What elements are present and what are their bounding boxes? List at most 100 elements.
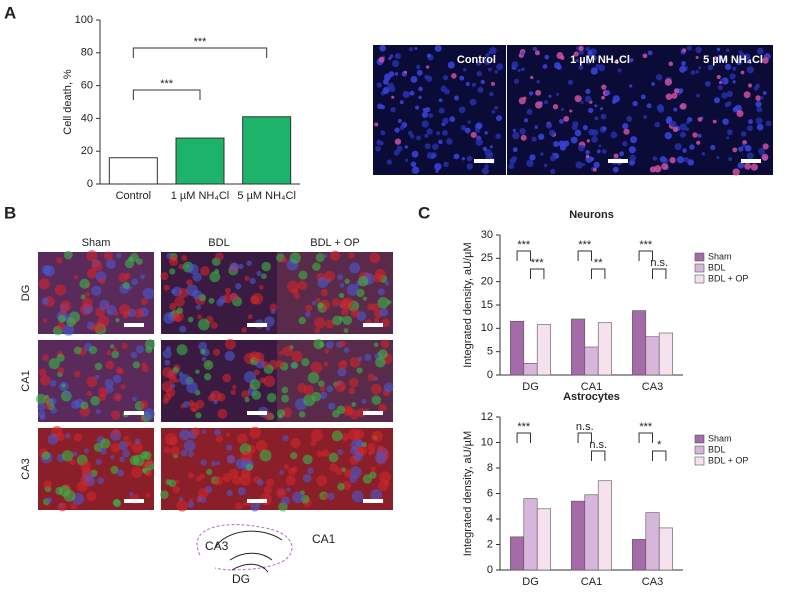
cell <box>136 258 143 265</box>
cell <box>475 138 483 146</box>
cell <box>192 289 203 300</box>
micrograph-label: 1 µM NH₄Cl <box>570 54 630 66</box>
cell <box>334 380 346 393</box>
bar <box>571 500 586 571</box>
cell <box>112 498 121 507</box>
cell <box>173 314 181 322</box>
cell <box>242 502 247 507</box>
bar <box>510 536 525 571</box>
cell <box>477 86 484 93</box>
cell <box>226 444 233 451</box>
bar <box>510 321 525 376</box>
cell <box>424 143 431 150</box>
cell <box>655 73 663 81</box>
cell <box>416 135 421 141</box>
bar <box>584 494 599 571</box>
cell <box>39 414 46 421</box>
significance-label: n.s. <box>589 439 607 451</box>
cell <box>399 100 404 105</box>
cell <box>529 154 536 161</box>
cell <box>361 399 367 404</box>
cell <box>129 491 134 496</box>
cell <box>467 120 471 124</box>
cell <box>192 408 197 413</box>
cell <box>629 58 634 63</box>
cell <box>176 500 188 512</box>
cell <box>380 104 386 110</box>
cell <box>327 492 335 500</box>
cell <box>726 129 733 136</box>
chart-title: Neurons <box>569 209 614 221</box>
cell <box>350 446 358 455</box>
cell <box>346 283 359 296</box>
cell <box>594 116 599 121</box>
cell <box>394 138 402 145</box>
panel-label: A <box>4 3 16 22</box>
cell <box>402 90 410 98</box>
cell <box>325 341 334 349</box>
cell <box>393 149 400 156</box>
cell <box>585 46 590 51</box>
bar <box>658 527 673 571</box>
cell <box>106 350 112 356</box>
cell <box>310 429 323 442</box>
cell <box>724 57 729 62</box>
cell <box>735 58 743 65</box>
cell <box>159 490 169 500</box>
significance-bracket <box>516 432 531 443</box>
cell <box>45 402 52 410</box>
cell <box>304 311 311 318</box>
cell <box>176 344 188 356</box>
cell <box>732 168 740 176</box>
cell <box>426 128 433 135</box>
cell <box>574 95 582 103</box>
cell <box>722 118 729 125</box>
cell <box>716 74 721 80</box>
cell <box>555 92 560 96</box>
cell <box>523 118 529 123</box>
cell <box>713 97 720 104</box>
cell <box>257 479 264 486</box>
cell <box>249 379 261 390</box>
cell <box>82 297 93 309</box>
cell <box>701 151 706 156</box>
cell <box>39 375 51 386</box>
cell <box>62 324 75 336</box>
cell <box>761 153 769 161</box>
cell <box>488 67 492 72</box>
cell <box>57 321 65 330</box>
cell <box>759 96 764 100</box>
cell <box>519 127 526 135</box>
cell <box>592 167 597 172</box>
cell <box>612 166 619 173</box>
bar <box>584 346 599 376</box>
cell <box>512 147 518 153</box>
cell <box>496 63 504 71</box>
cell <box>377 288 385 296</box>
significance-label: *** <box>639 421 653 433</box>
cell <box>495 133 502 140</box>
cell <box>187 472 195 479</box>
cell <box>593 161 600 168</box>
cell <box>567 79 574 85</box>
cell <box>520 51 525 56</box>
cell <box>394 53 401 60</box>
cell <box>226 454 236 464</box>
cell <box>222 472 232 483</box>
cell <box>418 95 422 100</box>
cell <box>434 163 442 171</box>
cell <box>338 316 344 322</box>
cell <box>575 58 579 63</box>
cell <box>287 280 300 293</box>
cell <box>59 485 71 497</box>
cell <box>116 252 122 259</box>
cell <box>162 349 172 359</box>
cell <box>201 357 207 362</box>
cell <box>145 469 153 477</box>
cell <box>95 409 101 415</box>
cell <box>377 349 388 359</box>
cell <box>167 369 177 380</box>
x-tick-label: CA1 <box>581 381 602 393</box>
x-tick-label: DG <box>522 576 539 588</box>
y-tick-label: 40 <box>81 112 93 124</box>
